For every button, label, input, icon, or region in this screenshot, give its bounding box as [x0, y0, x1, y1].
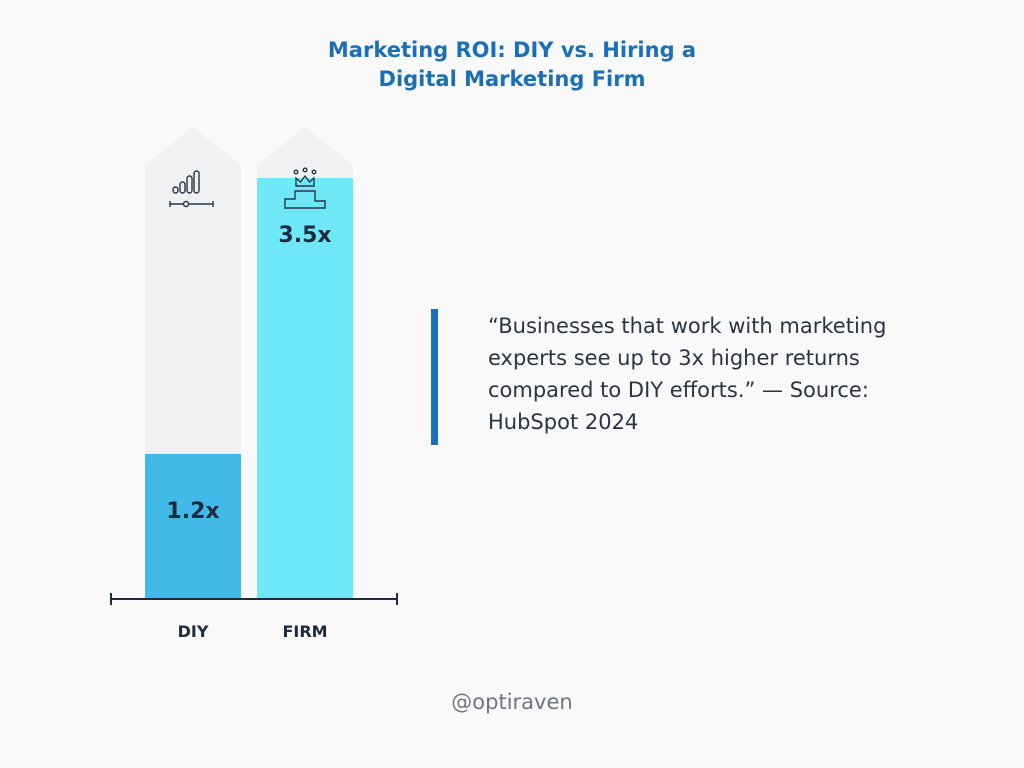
bar-value-label-firm: 3.5x — [278, 223, 331, 248]
title-line-2: Digital Marketing Firm — [378, 67, 646, 91]
chart-title: Marketing ROI: DIY vs. Hiring a Digital … — [0, 36, 1024, 94]
podium-crown-icon — [284, 167, 326, 209]
title-line-1: Marketing ROI: DIY vs. Hiring a — [327, 38, 697, 62]
bar-value-label-diy: 1.2x — [166, 499, 219, 524]
bar-firm — [257, 178, 353, 598]
category-label-diy: DIY — [178, 622, 209, 641]
quote-accent-bar — [431, 309, 438, 445]
quote-text: “Businesses that work with marketing exp… — [488, 314, 887, 434]
x-axis-line — [110, 593, 398, 605]
brand-handle: @optiraven — [451, 690, 573, 714]
bar-diy — [145, 454, 241, 598]
category-label-firm: FIRM — [282, 622, 327, 641]
bar-chart-icon — [169, 170, 214, 208]
